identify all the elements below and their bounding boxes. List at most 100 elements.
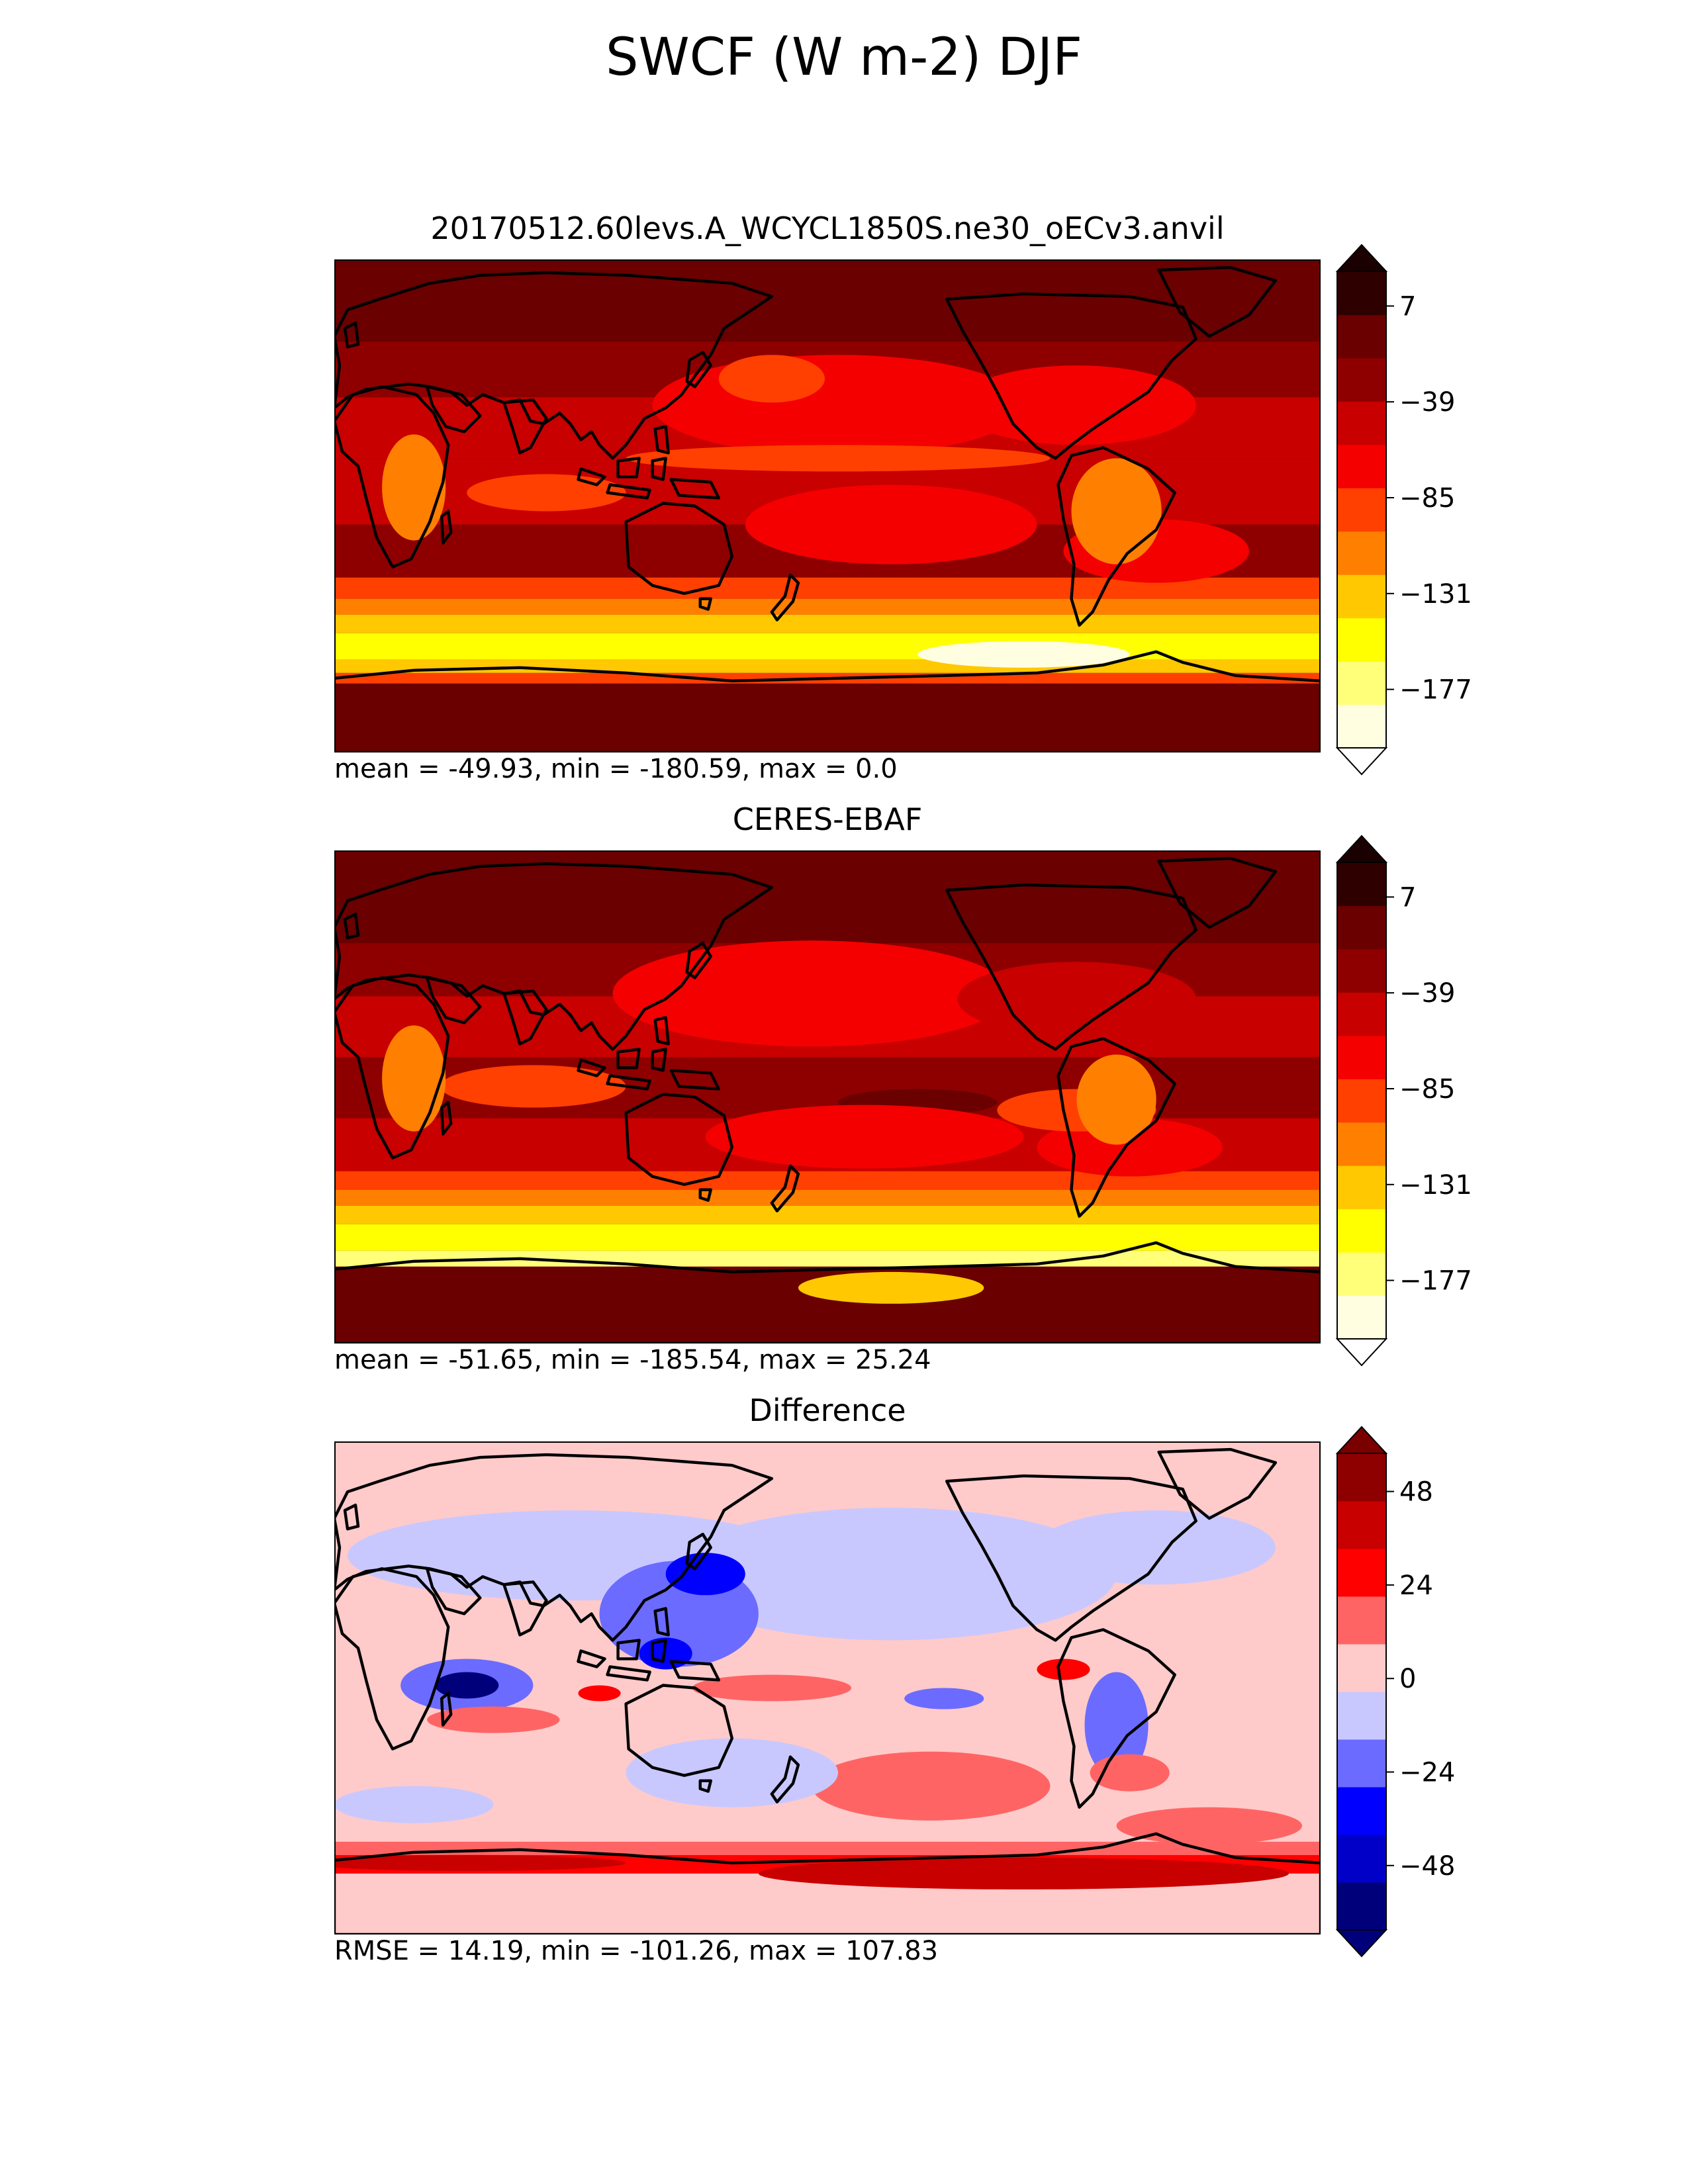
map-blob (904, 1688, 984, 1709)
colorbar-under-triangle (1335, 747, 1388, 776)
colorbar-segment (1337, 1252, 1386, 1297)
map-blob (1116, 1807, 1302, 1844)
colorbar-segment (1337, 1079, 1386, 1123)
colorbar-segment (1337, 1453, 1386, 1502)
map-blob (427, 1706, 560, 1733)
map-blob (578, 1685, 621, 1702)
colorbar-frame (1336, 1453, 1387, 1931)
colorbar-over-triangle (1335, 835, 1388, 863)
colorbar-tick-label: 24 (1399, 1570, 1433, 1601)
colorbar-test: 7 −39 −85 −131 −177 (1335, 244, 1489, 776)
map-band (334, 683, 1321, 752)
colorbar-segment (1337, 1739, 1386, 1788)
colorbar-segment (1337, 948, 1386, 993)
colorbar-segment (1337, 1644, 1386, 1692)
colorbar-segment (1337, 992, 1386, 1036)
map-blob (435, 1672, 499, 1699)
colorbar-segment (1337, 574, 1386, 619)
panel-title-reference: CERES-EBAF (732, 801, 923, 837)
stats-difference: RMSE = 14.19, min = -101.26, max = 107.8… (334, 1936, 939, 1966)
colorbar-tick-label: −131 (1399, 1170, 1472, 1201)
colorbar-tick-label: −48 (1399, 1851, 1455, 1882)
map-blob (1076, 1054, 1156, 1145)
map-blob (1084, 1672, 1149, 1778)
colorbar-segment (1337, 1787, 1386, 1835)
map-blob (382, 1025, 446, 1132)
colorbar-segment (1337, 1295, 1386, 1340)
colorbar-segment (1337, 1122, 1386, 1166)
map-blob (798, 1271, 984, 1304)
map-band (334, 1224, 1321, 1251)
colorbar-tick-label: −177 (1399, 1266, 1472, 1297)
panel-title-difference: Difference (749, 1392, 906, 1428)
colorbar-under-triangle (1335, 1929, 1388, 1958)
stats-test: mean = -49.93, min = -180.59, max = 0.0 (334, 754, 898, 784)
map-blob (957, 365, 1196, 445)
colorbar-tick-label: −131 (1399, 579, 1472, 610)
colorbar-segment (1337, 444, 1386, 488)
colorbar-segment (1337, 314, 1386, 359)
colorbar-segment (1337, 1208, 1386, 1253)
map-blob (440, 1065, 626, 1108)
colorbar-segment (1337, 271, 1386, 315)
map-blob (665, 1508, 1117, 1641)
panel-title-test: 20170512.60levs.A_WCYCL1850S.ne30_oECv3.… (430, 210, 1225, 246)
map-test (334, 259, 1321, 752)
colorbar-segment (1337, 704, 1386, 749)
map-band (334, 633, 1321, 660)
colorbar-tick-label: −39 (1399, 978, 1455, 1009)
map-blob (626, 1738, 839, 1807)
colorbar-segment (1337, 531, 1386, 575)
colorbar-over-triangle (1335, 1426, 1388, 1454)
colorbar-segment (1337, 1549, 1386, 1597)
map-blob (692, 1674, 852, 1702)
map-difference (334, 1441, 1321, 1934)
figure-title: SWCF (W m-2) DJF (605, 28, 1082, 87)
colorbar-tick-label: 48 (1399, 1477, 1433, 1508)
colorbar-segment (1337, 1035, 1386, 1079)
colorbar-tick-label: 0 (1399, 1664, 1416, 1694)
colorbar-tick-label: −24 (1399, 1758, 1455, 1788)
map-band (334, 1841, 1321, 1855)
colorbar-tick-label: −177 (1399, 675, 1472, 705)
map-blob (1090, 1754, 1170, 1792)
colorbar-frame (1336, 862, 1387, 1340)
colorbar-segment (1337, 1501, 1386, 1549)
colorbar-segment (1337, 488, 1386, 532)
map-blob (705, 1105, 1024, 1169)
map-blob (665, 1553, 745, 1596)
map-blob (626, 445, 1051, 472)
map-band (334, 1171, 1321, 1190)
map-blob (718, 355, 825, 403)
colorbar-segment (1337, 1692, 1386, 1740)
colorbar-tick-label: 7 (1399, 882, 1416, 913)
map-blob (467, 474, 626, 512)
colorbar-segment (1337, 1596, 1386, 1645)
map-blob (811, 1751, 1051, 1821)
map-blob (758, 1857, 1289, 1889)
colorbar-segment (1337, 905, 1386, 950)
colorbar-reference: 7 −39 −85 −131 −177 (1335, 835, 1489, 1367)
colorbar-under-triangle (1335, 1338, 1388, 1367)
colorbar-segment (1337, 617, 1386, 662)
colorbar-segment (1337, 661, 1386, 705)
colorbar-segment (1337, 357, 1386, 402)
map-blob (745, 484, 1037, 565)
map-blob (612, 940, 1011, 1047)
map-blob (334, 1786, 494, 1823)
colorbar-difference: 48 24 0 −24 −48 (1335, 1426, 1489, 1958)
colorbar-segment (1337, 1165, 1386, 1210)
map-reference (334, 850, 1321, 1343)
colorbar-over-triangle (1335, 244, 1388, 272)
colorbar-tick-label: −85 (1399, 483, 1455, 514)
colorbar-segment (1337, 1882, 1386, 1931)
map-blob (917, 641, 1130, 668)
map-band (334, 614, 1321, 633)
map-blob (1037, 1118, 1223, 1177)
map-band (334, 598, 1321, 615)
map-blob (334, 1854, 626, 1871)
colorbar-segment (1337, 1835, 1386, 1883)
colorbar-segment (1337, 862, 1386, 906)
colorbar-segment (1337, 401, 1386, 445)
map-blob (1037, 1659, 1090, 1680)
